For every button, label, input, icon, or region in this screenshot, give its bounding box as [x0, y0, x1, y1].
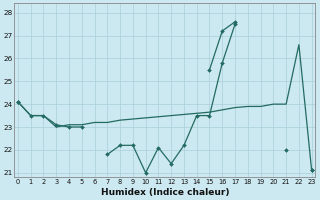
X-axis label: Humidex (Indice chaleur): Humidex (Indice chaleur)	[100, 188, 229, 197]
